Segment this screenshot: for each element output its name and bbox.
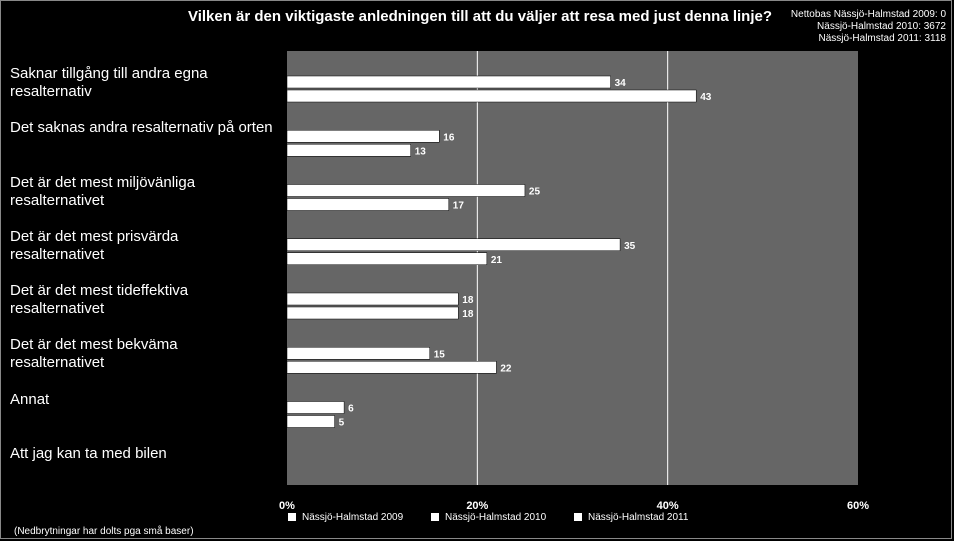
plot-area: [287, 51, 858, 485]
bar: [286, 292, 459, 306]
data-label: 22: [500, 363, 512, 374]
bar: [286, 252, 488, 265]
legend-swatch: [430, 512, 440, 523]
bar: [286, 306, 459, 320]
bar: [286, 130, 440, 143]
x-tick-label: 0%: [279, 500, 295, 512]
legend-item: Nässjö-Halmstad 2009: [287, 512, 403, 523]
x-tick-label: 20%: [466, 500, 488, 512]
legend-label: Nässjö-Halmstad 2011: [588, 512, 689, 523]
bar: [286, 75, 611, 89]
data-label: 21: [491, 255, 503, 266]
data-label: 18: [462, 295, 474, 306]
data-label: 18: [462, 309, 474, 320]
data-label: 15: [434, 349, 446, 360]
category-label: Det är det mest prisvärda resalternative…: [10, 227, 179, 263]
bar: [286, 347, 430, 360]
legend-swatch: [573, 512, 583, 523]
data-label: 25: [529, 187, 541, 198]
category-label: Det är det mest miljövänliga resalternat…: [10, 173, 196, 209]
bar: [286, 361, 497, 374]
category-label: Det är det mest tideffektiva resalternat…: [10, 282, 189, 317]
data-label: 6: [348, 404, 354, 415]
bar: [286, 144, 411, 157]
category-label: Att jag kan ta med bilen: [10, 444, 167, 462]
bar: [286, 238, 621, 251]
category-label: Saknar tillgång till andra egna resalter…: [10, 65, 208, 100]
data-label: 5: [339, 418, 345, 429]
bar: [286, 401, 345, 414]
bar: [286, 198, 450, 211]
data-label: 35: [624, 241, 636, 252]
data-label: 17: [453, 201, 465, 212]
data-label: 16: [443, 132, 455, 143]
base-info: Nettobas Nässjö-Halmstad 2009: 0 Nässjö-…: [746, 9, 946, 45]
base-info-line: Nettobas Nässjö-Halmstad 2009: 0: [790, 9, 946, 20]
data-label: 13: [415, 146, 427, 157]
legend-item: Nässjö-Halmstad 2011: [573, 512, 688, 523]
bar: [286, 184, 526, 197]
x-tick-label: 60%: [847, 500, 869, 512]
legend-item: Nässjö-Halmstad 2010: [430, 512, 546, 523]
data-label: 43: [700, 92, 712, 103]
category-label: Det är det mest bekväma resalternativet: [10, 336, 178, 372]
base-info-line: Nässjö-Halmstad 2010: 3672: [817, 21, 946, 32]
data-label: 34: [615, 78, 627, 89]
legend-swatch: [287, 512, 297, 523]
category-label: Annat: [10, 390, 50, 408]
bar: [286, 89, 697, 103]
legend-label: Nässjö-Halmstad 2010: [445, 512, 547, 523]
bar: [286, 415, 335, 428]
category-label: Det saknas andra resalternativ på orten: [10, 119, 273, 137]
legend-label: Nässjö-Halmstad 2009: [302, 512, 404, 523]
footnote: (Nedbrytningar har dolts pga små baser): [14, 526, 194, 537]
chart-title: Vilken är den viktigaste anledningen til…: [187, 8, 773, 25]
base-info-line: Nässjö-Halmstad 2011: 3118: [818, 33, 946, 44]
x-tick-label: 40%: [657, 500, 679, 512]
